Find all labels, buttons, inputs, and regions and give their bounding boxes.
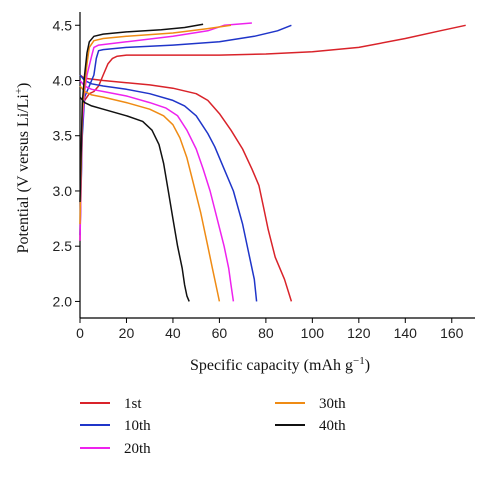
x-tick-label: 60 [212, 325, 228, 341]
y-tick-label: 3.5 [53, 128, 73, 144]
y-tick-label: 4.5 [53, 17, 73, 33]
series-10th-charge-curve [79, 24, 292, 236]
legend-label-30th: 30th [319, 396, 346, 412]
series-1st-discharge-curve [79, 74, 293, 302]
axes: 2.0 2.5 3.0 3.5 4.0 4.5 0 20 40 60 80 100 120 140 160 [53, 12, 475, 341]
series-20th-discharge-curve [79, 80, 235, 302]
x-tick-label: 0 [76, 325, 84, 341]
x-tick-label: 20 [119, 325, 135, 341]
series-40th-charge-curve [79, 23, 204, 203]
x-tick-label: 160 [440, 325, 464, 341]
y-tick-label: 4.0 [53, 72, 73, 88]
legend: 1st 10th 20th 30th 40th [80, 396, 346, 457]
y-tick-label: 2.5 [53, 238, 73, 254]
x-tick-label: 120 [347, 325, 371, 341]
series-30th-charge-curve [79, 24, 232, 225]
series-10th-discharge-curve [79, 74, 258, 302]
series-1st-charge-curve [79, 24, 466, 241]
y-tick-label: 2.0 [53, 293, 73, 309]
x-tick-label: 80 [258, 325, 274, 341]
x-tick-label: 140 [394, 325, 418, 341]
y-axis-title-sup: + [13, 88, 25, 94]
x-axis-title: Specific capacity (mAh g−1) [190, 355, 370, 374]
legend-label-1st: 1st [124, 396, 142, 412]
y-tick-label: 3.0 [53, 183, 73, 199]
x-tick-label: 40 [165, 325, 181, 341]
x-tick-label: 100 [301, 325, 325, 341]
legend-label-40th: 40th [319, 418, 346, 434]
x-axis-title-sup: −1 [353, 355, 365, 367]
series-30th-discharge-curve [79, 85, 221, 302]
legend-label-10th: 10th [124, 418, 151, 434]
legend-label-20th: 20th [124, 441, 151, 457]
y-axis-title: Potential (V versus Li/Li+) [13, 83, 32, 254]
plot-area [79, 22, 466, 302]
series-40th-discharge-curve [79, 96, 190, 302]
